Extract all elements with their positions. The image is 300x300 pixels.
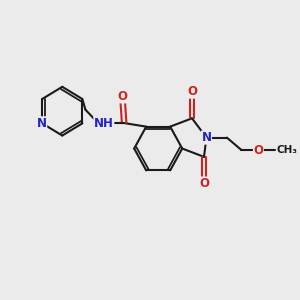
Text: O: O: [254, 144, 263, 157]
Text: NH: NH: [94, 117, 114, 130]
Text: N: N: [202, 131, 212, 144]
Text: O: O: [187, 85, 197, 98]
Text: CH₃: CH₃: [276, 145, 297, 155]
Text: O: O: [199, 177, 209, 190]
Text: O: O: [118, 90, 128, 103]
Text: N: N: [37, 117, 46, 130]
